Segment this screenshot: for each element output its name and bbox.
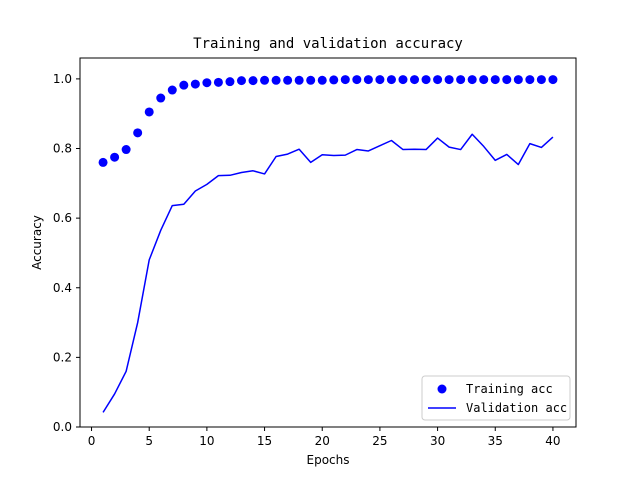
training-acc-point <box>340 75 350 85</box>
training-acc-point <box>490 75 500 85</box>
training-acc-point <box>363 75 373 85</box>
training-acc-point <box>398 75 408 85</box>
training-acc-point <box>536 75 546 85</box>
x-tick-label: 35 <box>488 434 503 448</box>
training-acc-point <box>386 75 396 85</box>
y-tick-label: 0.6 <box>53 211 72 225</box>
training-acc-point <box>271 75 281 85</box>
training-acc-point <box>144 107 154 117</box>
training-acc-point <box>167 85 177 95</box>
training-acc-point <box>156 93 166 103</box>
training-acc-point <box>236 76 246 86</box>
y-tick-label: 0.0 <box>53 420 72 434</box>
training-acc-point <box>179 80 189 90</box>
x-tick-label: 0 <box>88 434 96 448</box>
y-tick-label: 0.8 <box>53 142 72 156</box>
training-acc-point <box>202 78 212 88</box>
training-acc-point <box>421 75 431 85</box>
legend: Training acc Validation acc <box>421 375 571 421</box>
training-acc-point <box>410 75 420 85</box>
training-acc-point <box>294 75 304 85</box>
training-acc-point <box>110 152 120 162</box>
training-acc-point <box>248 76 258 86</box>
training-acc-point <box>467 75 477 85</box>
training-acc-point <box>375 75 385 85</box>
y-tick-label: 0.2 <box>53 350 72 364</box>
training-acc-point <box>190 79 200 89</box>
training-acc-point <box>456 75 466 85</box>
chart-title: Training and validation accuracy <box>193 36 463 52</box>
training-acc-point <box>525 75 535 85</box>
x-tick-label: 10 <box>199 434 214 448</box>
training-acc-point <box>548 75 558 85</box>
legend-validation-label: Validation acc <box>466 401 567 415</box>
training-acc-point <box>260 75 270 85</box>
training-acc-point <box>283 75 293 85</box>
x-tick-label: 15 <box>257 434 272 448</box>
training-acc-point <box>352 75 362 85</box>
x-axis-label: Epochs <box>307 453 350 467</box>
x-tick-label: 5 <box>145 434 153 448</box>
training-acc-point <box>317 75 327 85</box>
legend-training-marker <box>437 384 447 394</box>
training-acc-point <box>502 75 512 85</box>
training-acc-point <box>306 75 316 85</box>
axes-frame <box>79 57 577 428</box>
x-tick-label: 40 <box>545 434 560 448</box>
y-tick-label: 1.0 <box>53 72 72 86</box>
training-acc-point <box>513 75 523 85</box>
x-tick-label: 20 <box>315 434 330 448</box>
training-acc-point <box>133 128 143 138</box>
validation-acc-line <box>102 133 554 413</box>
training-acc-point <box>479 75 489 85</box>
training-acc-point <box>433 75 443 85</box>
x-tick-label: 25 <box>372 434 387 448</box>
legend-box <box>421 375 571 421</box>
y-axis-label: Accuracy <box>30 215 44 270</box>
training-acc-point <box>213 77 223 87</box>
x-tick-label: 30 <box>430 434 445 448</box>
training-acc-point <box>329 75 339 85</box>
legend-training-label: Training acc <box>466 382 553 396</box>
training-acc-point <box>98 157 108 167</box>
training-acc-point <box>121 145 131 155</box>
y-tick-label: 0.4 <box>53 281 72 295</box>
training-acc-point <box>225 77 235 87</box>
training-acc-point <box>444 75 454 85</box>
